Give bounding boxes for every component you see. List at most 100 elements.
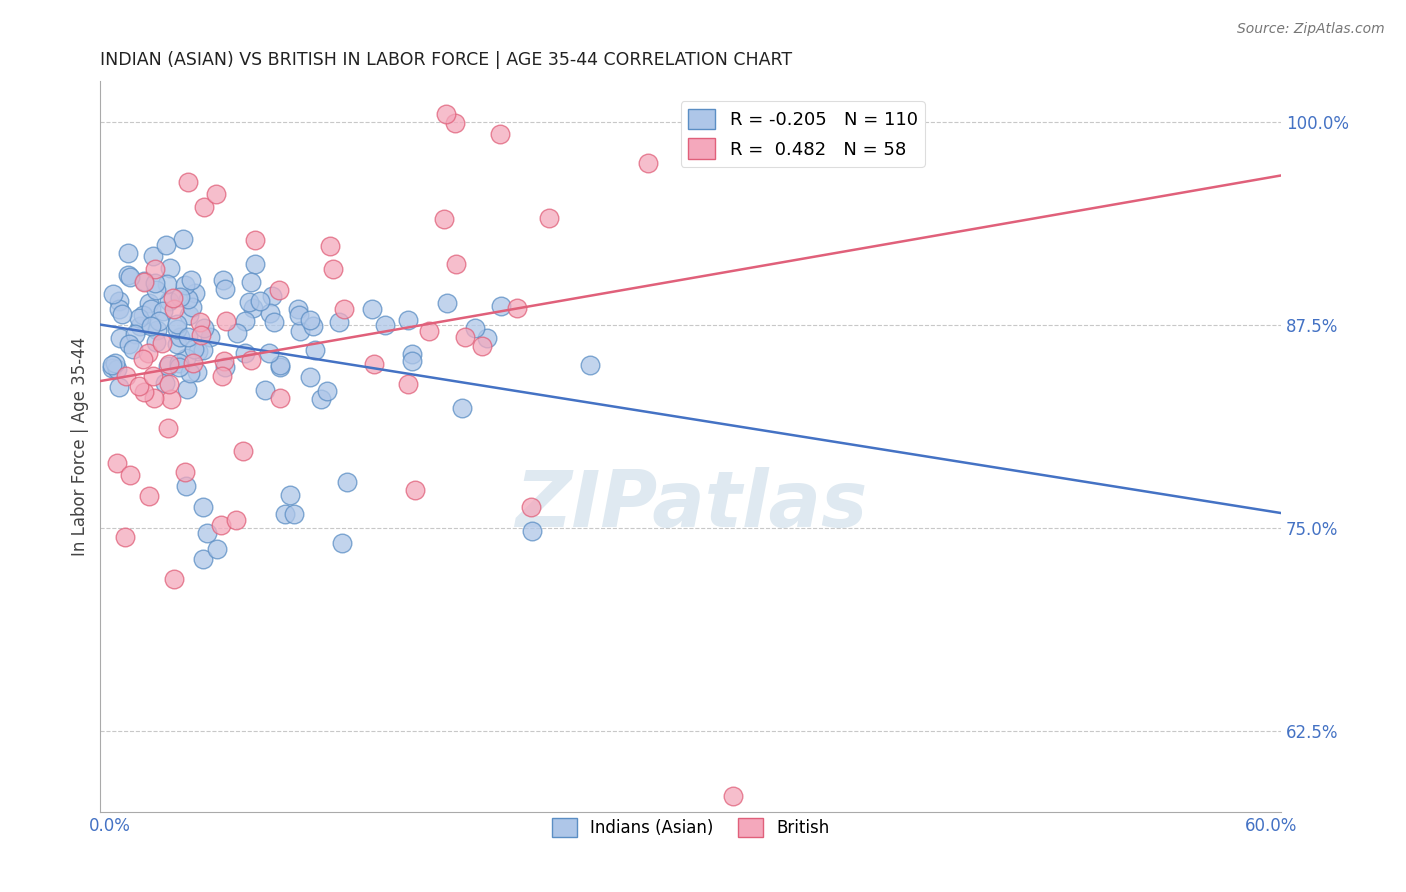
Point	[145, 334, 167, 349]
Point	[257, 346, 280, 360]
Point	[288, 308, 311, 322]
Point	[330, 536, 353, 550]
Point	[177, 292, 200, 306]
Point	[146, 323, 169, 337]
Point	[418, 324, 440, 338]
Point	[157, 421, 180, 435]
Point	[157, 357, 180, 371]
Point	[142, 391, 165, 405]
Point	[166, 337, 188, 351]
Point	[273, 508, 295, 522]
Point	[120, 467, 142, 482]
Point	[156, 277, 179, 291]
Point	[101, 358, 124, 372]
Point	[180, 300, 202, 314]
Point	[243, 233, 266, 247]
Point	[184, 285, 207, 300]
Point	[148, 314, 170, 328]
Y-axis label: In Labor Force | Age 35-44: In Labor Force | Age 35-44	[72, 337, 89, 557]
Point	[108, 293, 131, 308]
Point	[157, 376, 180, 391]
Point	[238, 295, 260, 310]
Point	[471, 339, 494, 353]
Point	[166, 322, 188, 336]
Point	[290, 324, 312, 338]
Point	[506, 301, 529, 316]
Point	[107, 301, 129, 316]
Point	[191, 500, 214, 514]
Point	[336, 475, 359, 489]
Point	[225, 326, 247, 341]
Point	[134, 385, 156, 400]
Point	[180, 272, 202, 286]
Point	[128, 379, 150, 393]
Point	[117, 245, 139, 260]
Point	[721, 789, 744, 803]
Point	[139, 302, 162, 317]
Point	[129, 319, 152, 334]
Point	[153, 376, 176, 390]
Point	[491, 299, 513, 313]
Point	[179, 308, 201, 322]
Point	[134, 275, 156, 289]
Point	[301, 318, 323, 333]
Point	[363, 357, 385, 371]
Point	[204, 187, 226, 202]
Point	[249, 293, 271, 308]
Point	[396, 313, 419, 327]
Point	[239, 353, 262, 368]
Point	[143, 276, 166, 290]
Point	[167, 359, 190, 374]
Point	[233, 346, 256, 360]
Point	[209, 518, 232, 533]
Point	[117, 337, 139, 351]
Point	[174, 479, 197, 493]
Point	[401, 347, 423, 361]
Point	[451, 401, 474, 415]
Point	[225, 513, 247, 527]
Point	[214, 359, 236, 374]
Point	[115, 368, 138, 383]
Point	[405, 483, 427, 497]
Point	[136, 345, 159, 359]
Point	[232, 444, 254, 458]
Point	[254, 383, 277, 397]
Point	[188, 314, 211, 328]
Point	[396, 377, 419, 392]
Point	[174, 351, 197, 365]
Point	[143, 262, 166, 277]
Point	[152, 304, 174, 318]
Text: ZIPatlas: ZIPatlas	[515, 467, 866, 543]
Point	[214, 282, 236, 296]
Point	[117, 268, 139, 283]
Text: Source: ZipAtlas.com: Source: ZipAtlas.com	[1237, 22, 1385, 37]
Point	[138, 489, 160, 503]
Point	[193, 552, 215, 566]
Point	[537, 211, 560, 225]
Point	[101, 361, 124, 376]
Point	[374, 318, 396, 332]
Point	[105, 457, 128, 471]
Point	[278, 488, 301, 502]
Point	[269, 359, 291, 373]
Point	[299, 313, 322, 327]
Point	[169, 330, 191, 344]
Point	[333, 301, 356, 316]
Point	[186, 344, 208, 359]
Point	[361, 301, 384, 316]
Legend: Indians (Asian), British: Indians (Asian), British	[546, 811, 837, 844]
Point	[322, 262, 344, 277]
Point	[108, 380, 131, 394]
Point	[105, 362, 128, 376]
Point	[267, 284, 290, 298]
Point	[132, 309, 155, 323]
Text: INDIAN (ASIAN) VS BRITISH IN LABOR FORCE | AGE 35-44 CORRELATION CHART: INDIAN (ASIAN) VS BRITISH IN LABOR FORCE…	[100, 51, 793, 69]
Point	[309, 392, 332, 406]
Point	[157, 293, 180, 308]
Point	[260, 288, 283, 302]
Point	[193, 200, 215, 214]
Point	[299, 369, 322, 384]
Point	[167, 356, 190, 370]
Point	[166, 317, 188, 331]
Point	[124, 327, 146, 342]
